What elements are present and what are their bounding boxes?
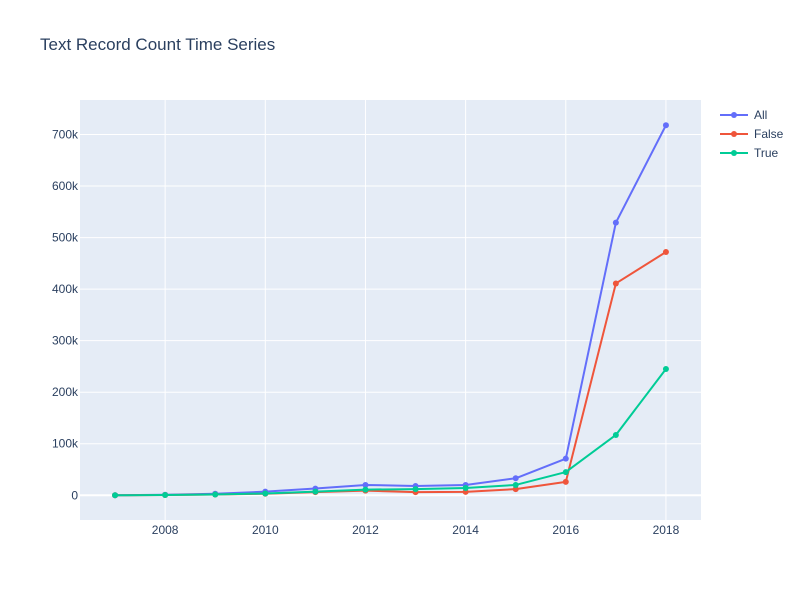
legend-label: False [754, 127, 784, 141]
data-point [162, 492, 169, 499]
data-point [562, 469, 569, 476]
chart-title: Text Record Count Time Series [40, 35, 275, 54]
data-point [562, 455, 569, 462]
data-point [212, 491, 219, 498]
x-tick-label: 2018 [653, 523, 680, 537]
y-tick-label: 500k [52, 231, 79, 245]
plot-area [80, 100, 701, 520]
y-tick-label: 700k [52, 128, 79, 142]
data-point [362, 486, 369, 493]
y-tick-label: 0 [71, 488, 78, 502]
data-point [662, 366, 669, 373]
data-point [512, 481, 519, 488]
y-tick-label: 600k [52, 179, 79, 193]
legend-item-all[interactable]: All [720, 108, 767, 122]
y-tick-label: 300k [52, 334, 79, 348]
data-point [312, 488, 319, 495]
legend-item-true[interactable]: True [720, 146, 779, 160]
x-tick-label: 2014 [452, 523, 479, 537]
axes: 2008 2010 2012 2014 2016 2018 0 100k 200k 300k 400… [52, 128, 680, 537]
data-point [412, 486, 419, 493]
data-point [362, 481, 369, 488]
x-tick-label: 2010 [252, 523, 279, 537]
y-tick-label: 100k [52, 437, 79, 451]
data-point [662, 122, 669, 129]
legend-item-false[interactable]: False [720, 127, 784, 141]
legend-label: True [754, 146, 779, 160]
y-tick-label: 400k [52, 282, 79, 296]
data-point [562, 478, 569, 485]
x-tick-label: 2016 [552, 523, 579, 537]
data-point [512, 475, 519, 482]
data-point [112, 492, 119, 499]
data-point [512, 486, 519, 493]
legend[interactable]: All False True [720, 108, 784, 160]
series-lines [112, 122, 669, 499]
data-point [462, 485, 469, 492]
legend-label: All [754, 108, 767, 122]
legend-marker [731, 131, 737, 137]
series-true [112, 366, 669, 499]
y-tick-label: 200k [52, 385, 79, 399]
series-line [115, 368, 667, 497]
data-point [612, 219, 619, 226]
x-tick-label: 2012 [352, 523, 379, 537]
data-point [612, 280, 619, 287]
data-point [662, 249, 669, 256]
data-point [262, 490, 269, 497]
x-tick-label: 2008 [152, 523, 179, 537]
legend-marker [731, 150, 737, 156]
data-point [612, 431, 619, 438]
legend-marker [731, 112, 737, 118]
